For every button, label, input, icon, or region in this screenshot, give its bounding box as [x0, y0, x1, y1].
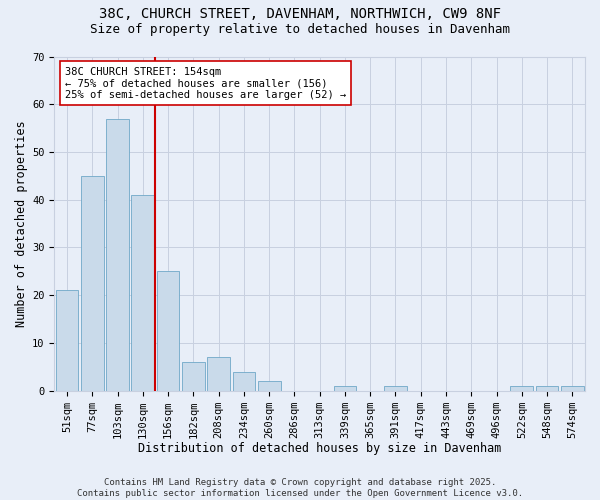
- Bar: [384, 386, 407, 390]
- Bar: [81, 176, 104, 390]
- Text: Size of property relative to detached houses in Davenham: Size of property relative to detached ho…: [90, 22, 510, 36]
- Bar: [157, 272, 179, 390]
- Bar: [182, 362, 205, 390]
- Text: 38C, CHURCH STREET, DAVENHAM, NORTHWICH, CW9 8NF: 38C, CHURCH STREET, DAVENHAM, NORTHWICH,…: [99, 8, 501, 22]
- Bar: [56, 290, 79, 390]
- Y-axis label: Number of detached properties: Number of detached properties: [15, 120, 28, 327]
- Bar: [131, 195, 154, 390]
- Bar: [258, 381, 281, 390]
- Bar: [511, 386, 533, 390]
- Text: Contains HM Land Registry data © Crown copyright and database right 2025.
Contai: Contains HM Land Registry data © Crown c…: [77, 478, 523, 498]
- Bar: [207, 357, 230, 390]
- X-axis label: Distribution of detached houses by size in Davenham: Distribution of detached houses by size …: [138, 442, 502, 455]
- Text: 38C CHURCH STREET: 154sqm
← 75% of detached houses are smaller (156)
25% of semi: 38C CHURCH STREET: 154sqm ← 75% of detac…: [65, 66, 346, 100]
- Bar: [536, 386, 559, 390]
- Bar: [561, 386, 584, 390]
- Bar: [106, 118, 129, 390]
- Bar: [233, 372, 255, 390]
- Bar: [334, 386, 356, 390]
